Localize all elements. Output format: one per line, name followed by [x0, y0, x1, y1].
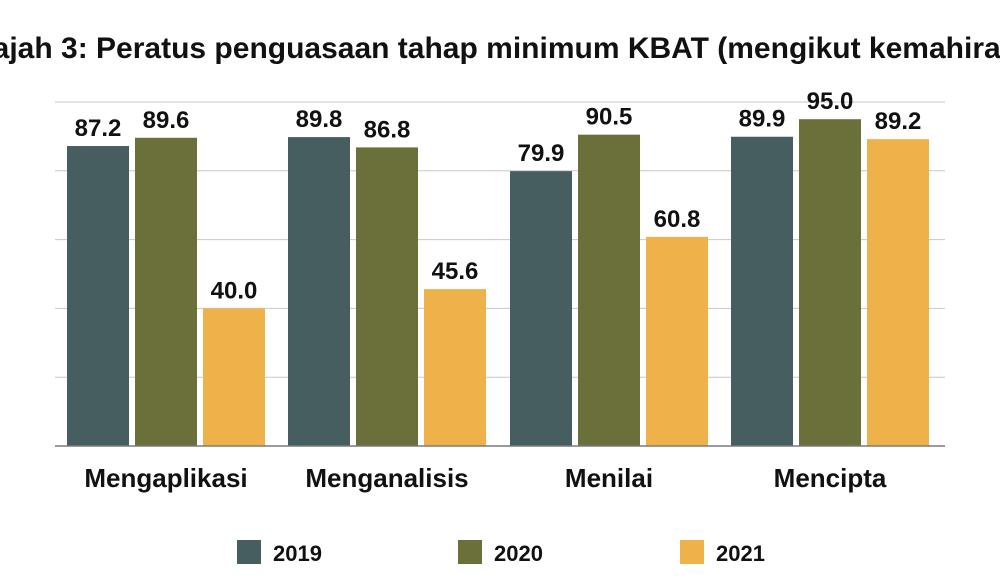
- x-tick-label: Menganalisis: [305, 463, 468, 493]
- legend: 2019 2020 2021: [237, 540, 765, 566]
- legend-label: 2019: [273, 541, 322, 566]
- bar-2021-mengaplikasi: [203, 308, 265, 446]
- x-tick-label: Mencipta: [774, 463, 887, 493]
- legend-label: 2021: [716, 541, 765, 566]
- data-label: 87.2: [75, 115, 122, 142]
- legend-label: 2020: [494, 541, 543, 566]
- bar-2019-mengaplikasi: [67, 146, 129, 447]
- bar-2019-menilai: [510, 171, 572, 447]
- legend-swatch: [680, 540, 704, 564]
- chart-title: Rajah 3: Peratus penguasaan tahap minimu…: [0, 32, 1000, 65]
- data-label: 60.8: [654, 206, 701, 233]
- data-label: 89.9: [739, 106, 786, 133]
- x-axis: Mengaplikasi Menganalisis Menilai Mencipta: [55, 445, 945, 493]
- legend-swatch: [458, 540, 482, 564]
- data-label: 40.0: [211, 277, 258, 304]
- bar-2020-mengaplikasi: [135, 137, 197, 446]
- data-label: 89.8: [296, 106, 343, 133]
- data-label: 79.9: [518, 140, 565, 167]
- value-labels: 87.2 89.6 40.0 89.8 86.8 45.6 79.9 90.5 60.8 89.9…: [75, 88, 922, 304]
- data-label: 89.2: [875, 108, 922, 135]
- bar-2019-menganalisis: [288, 137, 350, 446]
- bar-2019-mencipta: [731, 136, 793, 446]
- data-label: 45.6: [432, 258, 479, 285]
- data-label: 86.8: [364, 116, 411, 143]
- legend-swatch: [237, 540, 261, 564]
- data-label: 89.6: [143, 107, 190, 134]
- bars: [67, 119, 929, 447]
- data-label: 95.0: [807, 88, 854, 115]
- x-tick-label: Menilai: [565, 463, 653, 493]
- x-tick-label: Mengaplikasi: [84, 463, 247, 493]
- bar-2020-menganalisis: [356, 147, 418, 446]
- bar-2020-mencipta: [799, 119, 861, 446]
- bar-2021-menilai: [646, 236, 708, 446]
- bar-2020-menilai: [578, 134, 640, 446]
- data-label: 90.5: [586, 104, 633, 131]
- bar-2021-mencipta: [867, 139, 929, 447]
- bar-2021-menganalisis: [424, 289, 486, 446]
